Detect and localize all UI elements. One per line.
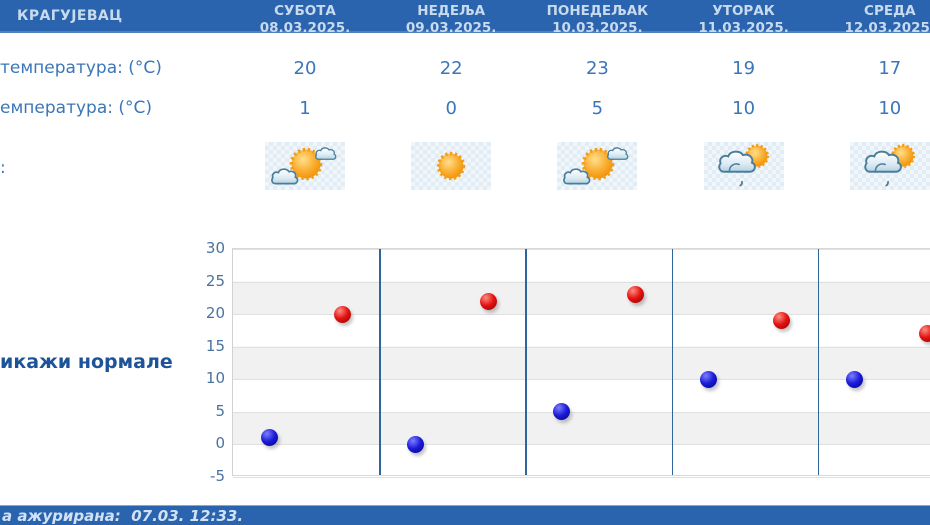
max-temperature-value: 17 bbox=[878, 58, 902, 79]
y-axis-tick-label: 5 bbox=[215, 401, 225, 420]
day-header-1: СУБОТА 08.03.2025. bbox=[232, 0, 378, 36]
min-temperature-value: 10 bbox=[732, 98, 756, 119]
day-date: 10.03.2025. bbox=[552, 20, 643, 36]
chart-point-max-12.03.2025. bbox=[918, 325, 930, 343]
chart-point-min-11.03.2025. bbox=[699, 370, 717, 388]
chart-gridline bbox=[233, 281, 930, 283]
day-header-2: НЕДЕЉА 09.03.2025. bbox=[378, 0, 524, 36]
chart-point-min-08.03.2025. bbox=[261, 429, 279, 447]
header-bar: КРАГУЈЕВАЦ СУБОТА 08.03.2025. НЕДЕЉА 09.03.… bbox=[0, 0, 930, 36]
weather-icon-tile-5 bbox=[849, 142, 930, 190]
chart-day-separator bbox=[525, 249, 527, 475]
weather-icon-tile-4 bbox=[703, 142, 784, 190]
max-temperature-value: 23 bbox=[585, 58, 609, 79]
chart-gridline bbox=[233, 314, 930, 316]
chart-point-max-08.03.2025. bbox=[334, 305, 352, 323]
weather-icon-tile-2 bbox=[411, 142, 492, 190]
chart-gridline bbox=[233, 444, 930, 446]
chart-gridline bbox=[233, 249, 930, 250]
min-temperature-value: 5 bbox=[591, 98, 604, 119]
chart-point-min-10.03.2025. bbox=[553, 403, 571, 421]
status-updated-text: а ажурирана: 07.03. 12:33. bbox=[2, 507, 244, 525]
weather-icon-tile-1 bbox=[265, 142, 345, 190]
y-axis-tick-label: 10 bbox=[205, 369, 225, 388]
chart-point-max-09.03.2025. bbox=[480, 292, 498, 310]
y-axis-tick-label: 25 bbox=[205, 271, 225, 290]
day-date: 11.03.2025. bbox=[698, 20, 789, 36]
max-temperature-value: 19 bbox=[732, 58, 756, 79]
max-temperature-label: температура: (°C) bbox=[0, 58, 162, 78]
min-temperature-value: 0 bbox=[445, 98, 457, 119]
show-normals-link[interactable]: икажи нормале bbox=[0, 351, 173, 373]
chart-plot-area bbox=[232, 248, 930, 478]
sun-clouds-icon bbox=[563, 147, 629, 185]
day-name: СРЕДА bbox=[864, 3, 916, 19]
max-temperature-value: 22 bbox=[439, 58, 463, 79]
sun-clouds-icon bbox=[271, 147, 337, 185]
day-date: 09.03.2025. bbox=[405, 20, 497, 36]
max-temperature-value: 20 bbox=[293, 58, 317, 79]
weather-icon-tile-3 bbox=[557, 142, 638, 190]
y-axis-tick-label: 20 bbox=[205, 304, 225, 323]
raindrop-glyph bbox=[738, 180, 743, 187]
day-name: УТОРАК bbox=[712, 3, 775, 19]
day-name: СУБОТА bbox=[274, 3, 336, 19]
day-name: НЕДЕЉА bbox=[417, 3, 486, 19]
day-name: ПОНЕДЕЉАК bbox=[546, 3, 649, 19]
day-header-5: СРЕДА 12.03.2025. bbox=[817, 0, 930, 36]
chart-gridline bbox=[233, 477, 930, 478]
y-axis-tick-label: 15 bbox=[205, 336, 225, 355]
day-date: 08.03.2025. bbox=[259, 20, 351, 36]
chart-gridline bbox=[233, 346, 930, 348]
chart-day-separator bbox=[379, 249, 381, 475]
chart-day-separator bbox=[671, 249, 674, 475]
chart-point-max-10.03.2025. bbox=[626, 286, 644, 304]
chart-day-separator bbox=[817, 249, 820, 475]
y-axis-tick-label: 0 bbox=[215, 434, 225, 453]
chart-point-min-12.03.2025. bbox=[845, 370, 863, 388]
y-axis-tick-label: -5 bbox=[210, 467, 225, 485]
status-bar: а ажурирана: 07.03. 12:33. bbox=[0, 505, 930, 525]
day-date: 12.03.2025. bbox=[844, 20, 930, 36]
min-temperature-label: емпература: (°C) bbox=[0, 98, 153, 118]
raindrop-glyph bbox=[885, 180, 889, 187]
min-temperature-value: 10 bbox=[878, 98, 902, 119]
weather-symbols-label: : bbox=[0, 158, 6, 178]
chart-point-min-09.03.2025. bbox=[407, 435, 425, 453]
chart-point-max-11.03.2025. bbox=[772, 312, 790, 330]
min-temperature-value: 1 bbox=[299, 98, 311, 119]
chart-gridline bbox=[233, 379, 930, 381]
day-header-3: ПОНЕДЕЉАК 10.03.2025. bbox=[524, 0, 670, 36]
location-title: КРАГУЈЕВАЦ bbox=[17, 8, 123, 24]
sun-icon bbox=[436, 151, 466, 181]
y-axis-tick-label: 30 bbox=[205, 239, 225, 257]
chart-gridline bbox=[233, 411, 930, 413]
cloud-sun-drizzle-icon bbox=[717, 144, 769, 187]
cloud-sun-drizzle-icon bbox=[864, 144, 915, 187]
day-header-4: УТОРАК 11.03.2025. bbox=[671, 0, 817, 36]
